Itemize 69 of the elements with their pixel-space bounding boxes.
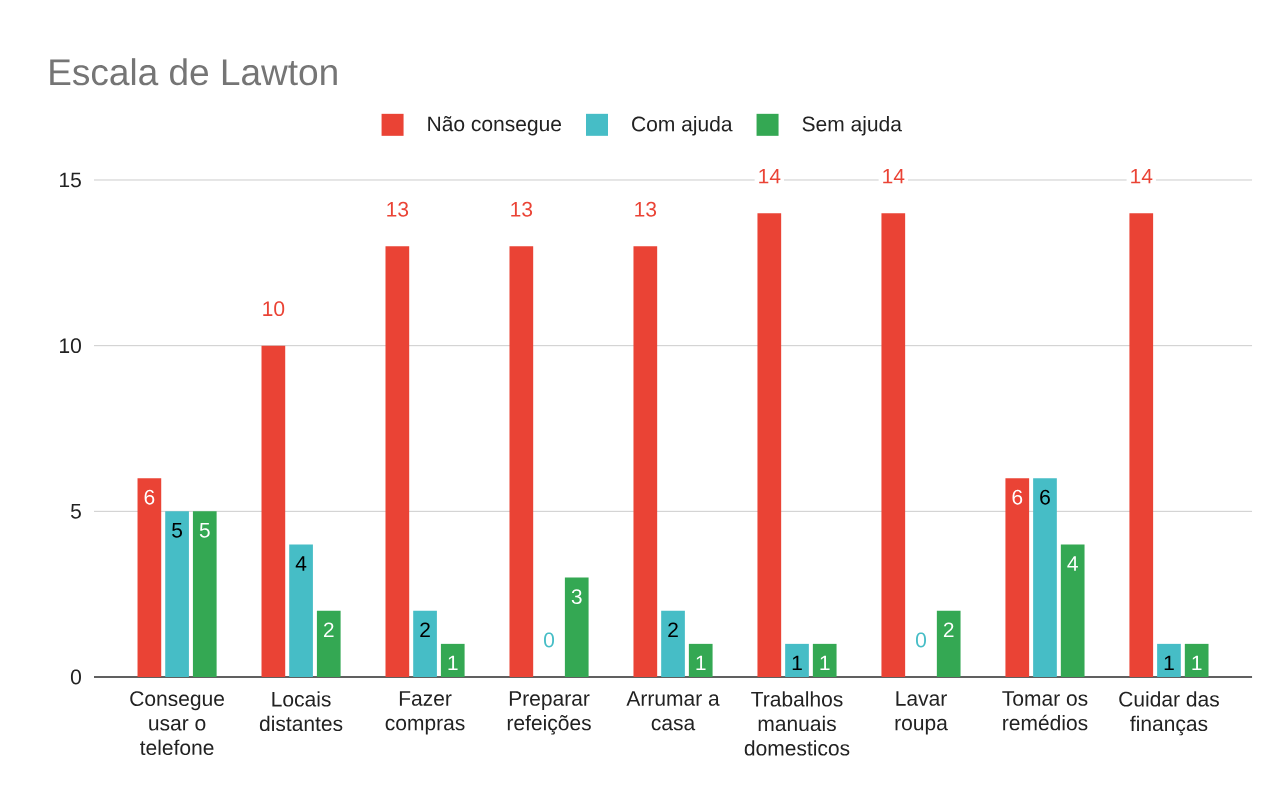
bar bbox=[564, 577, 589, 677]
bar bbox=[812, 643, 837, 677]
chart-title: Escala de Lawton bbox=[50, 58, 337, 86]
bar bbox=[633, 246, 658, 677]
legend-label: Com ajuda bbox=[632, 115, 733, 136]
data-label: 0 bbox=[915, 632, 927, 648]
x-tick-label: Consegue usar o telefone bbox=[130, 691, 224, 756]
x-tick-label: Tomar os remédios bbox=[1002, 691, 1088, 731]
bar bbox=[1005, 478, 1030, 677]
data-label: 2 bbox=[668, 622, 678, 638]
legend-label: Sem ajuda bbox=[802, 115, 902, 136]
bar bbox=[165, 511, 189, 677]
x-tick-label: Trabalhos manuais domesticos bbox=[744, 691, 850, 756]
bar bbox=[192, 511, 217, 677]
data-label: 6 bbox=[144, 489, 155, 505]
bar bbox=[440, 643, 465, 677]
bar bbox=[936, 610, 961, 677]
data-label: 14 bbox=[1131, 168, 1153, 184]
bar bbox=[1060, 544, 1085, 677]
x-tick-label: Locais distantes bbox=[259, 691, 343, 732]
data-label: 1 bbox=[792, 655, 802, 671]
y-tick-label: 5 bbox=[70, 504, 81, 519]
data-label: 1 bbox=[1192, 655, 1202, 671]
bar bbox=[261, 345, 286, 677]
data-label: 5 bbox=[172, 523, 183, 538]
bar bbox=[137, 478, 162, 677]
bar bbox=[316, 610, 341, 677]
data-label: 13 bbox=[635, 201, 657, 217]
bar bbox=[1129, 213, 1154, 677]
data-label: 6 bbox=[1012, 489, 1023, 505]
y-tick-label: 10 bbox=[60, 338, 81, 354]
data-label: 1 bbox=[1164, 655, 1174, 671]
bar bbox=[881, 213, 906, 677]
x-tick-label: Preparar refeições bbox=[507, 691, 591, 735]
data-label: 13 bbox=[511, 201, 533, 217]
x-tick-label: Arrumar a casa bbox=[626, 691, 720, 731]
data-label: 14 bbox=[759, 168, 781, 184]
x-tick-label: Cuidar das finanças bbox=[1119, 691, 1219, 736]
data-label: 4 bbox=[295, 556, 307, 571]
data-label: 0 bbox=[544, 632, 555, 648]
bar bbox=[1184, 643, 1209, 677]
bar bbox=[385, 246, 410, 677]
data-label: 10 bbox=[263, 301, 285, 317]
x-tick-label: Lavar roupa bbox=[895, 691, 948, 735]
data-label: 6 bbox=[1040, 489, 1050, 505]
data-label: 1 bbox=[696, 655, 706, 671]
data-label: 2 bbox=[323, 622, 334, 638]
data-label: 2 bbox=[420, 622, 430, 638]
legend-label: Não consegue bbox=[428, 116, 562, 136]
bar bbox=[785, 643, 809, 677]
bar bbox=[1157, 643, 1181, 677]
bar bbox=[509, 246, 534, 677]
data-label: 13 bbox=[387, 201, 409, 217]
bar bbox=[1033, 478, 1057, 677]
data-label: 5 bbox=[199, 523, 210, 538]
bar bbox=[289, 544, 313, 677]
bar bbox=[688, 643, 713, 677]
x-tick-label: Fazer compras bbox=[385, 691, 465, 735]
bar bbox=[757, 213, 782, 677]
data-label: 2 bbox=[943, 622, 954, 638]
data-label: 3 bbox=[571, 589, 582, 605]
bar bbox=[661, 610, 685, 677]
y-tick-label: 15 bbox=[60, 172, 81, 188]
bar bbox=[413, 610, 437, 677]
data-label: 1 bbox=[448, 655, 458, 671]
data-label: 4 bbox=[1067, 556, 1078, 571]
data-label: 1 bbox=[820, 655, 830, 671]
data-label: 14 bbox=[883, 168, 905, 184]
y-tick-label: 0 bbox=[70, 669, 81, 685]
